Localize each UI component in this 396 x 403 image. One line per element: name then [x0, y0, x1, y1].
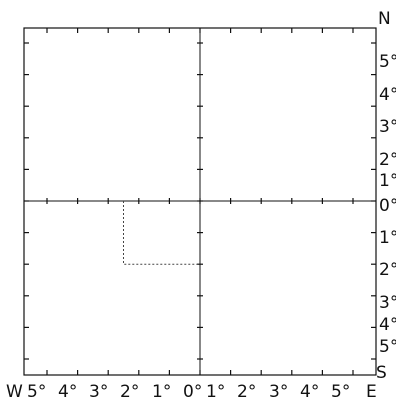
bottom-tick-label: 5°: [331, 382, 350, 402]
right-tick-label: 1°: [379, 228, 396, 248]
point-guide-lines: [123, 201, 200, 265]
bottom-tick-label: 4°: [58, 382, 77, 402]
bottom-tick-label: 2°: [120, 382, 139, 402]
west-label: W: [6, 382, 23, 402]
right-tick-labels: 5° 4° 3° 2° 1° 0° 1° 2° 3° 4° 5°: [379, 52, 396, 357]
right-tick-label: 2°: [379, 260, 396, 280]
right-tick-label: 4°: [379, 315, 396, 335]
north-label: N: [378, 9, 391, 29]
bottom-tick-label: 1°: [152, 382, 171, 402]
bottom-tick-label: 0°: [183, 382, 202, 402]
bottom-tick-label: 3°: [89, 382, 108, 402]
right-tick-label: 0°: [379, 196, 396, 216]
bottom-tick-label: 3°: [269, 382, 288, 402]
east-label: E: [366, 382, 377, 402]
bottom-tick-label: 5°: [27, 382, 46, 402]
bottom-tick-labels: 5° 4° 3° 2° 1° 0° 1° 2° 3° 4° 5°: [27, 382, 350, 402]
right-tick-label: 4°: [379, 85, 396, 105]
south-label: S: [376, 363, 387, 383]
tick-marks: [24, 28, 376, 375]
right-tick-label: 3°: [379, 117, 396, 137]
right-tick-label: 2°: [379, 150, 396, 170]
right-tick-label: 5°: [379, 52, 396, 72]
right-tick-label: 3°: [379, 293, 396, 313]
bottom-tick-label: 2°: [237, 382, 256, 402]
right-tick-label: 5°: [379, 337, 396, 357]
bottom-tick-label: 1°: [206, 382, 225, 402]
bottom-tick-label: 4°: [300, 382, 319, 402]
right-tick-label: 1°: [379, 171, 396, 191]
